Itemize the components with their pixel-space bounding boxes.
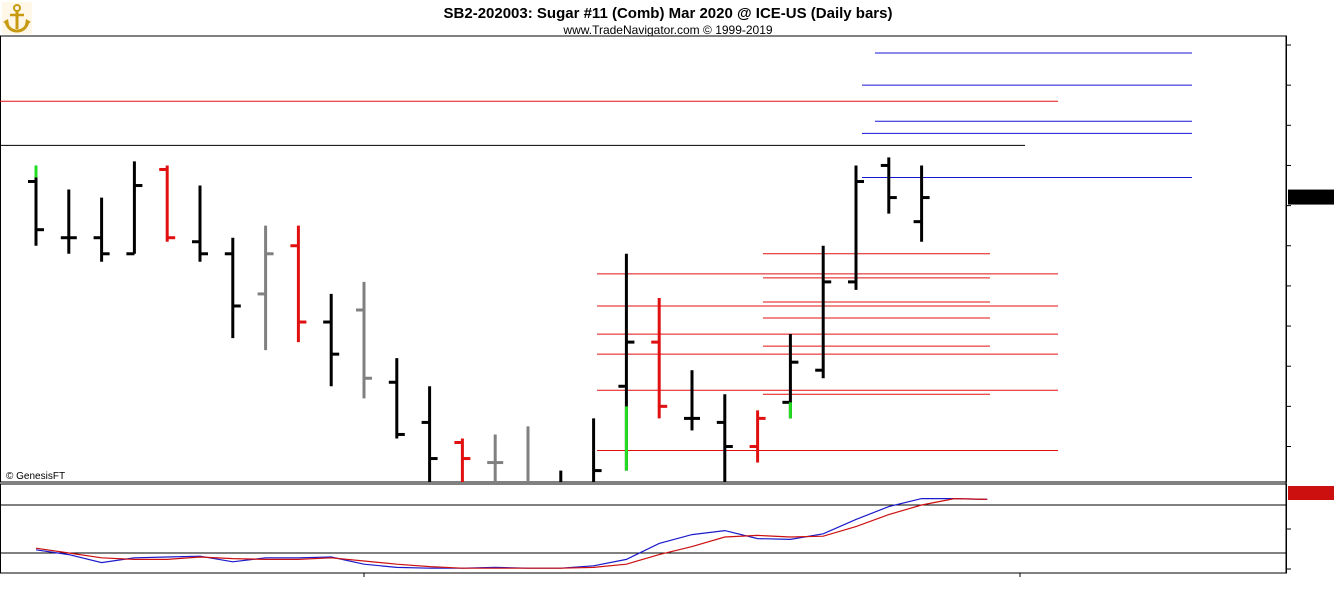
chart-title: SB2-202003: Sugar #11 (Comb) Mar 2020 @ … xyxy=(444,5,893,22)
ohlc-bar xyxy=(224,237,241,339)
stoch-last-badge xyxy=(1288,486,1334,500)
ohlc-bar xyxy=(848,165,864,290)
ohlc-bar xyxy=(618,253,635,471)
ohlc-bar xyxy=(192,185,208,262)
ohlc-bar xyxy=(356,281,372,399)
ohlc-bar xyxy=(559,470,563,482)
watermark: © GenesisFT xyxy=(6,471,65,482)
ohlc-bar xyxy=(126,161,143,256)
ohlc-bar xyxy=(454,438,471,482)
ohlc-bar xyxy=(388,358,405,439)
price-panel xyxy=(0,35,1287,483)
ohlc-bar xyxy=(749,410,766,463)
anchor-logo-icon xyxy=(2,2,32,34)
ohlc-bar xyxy=(487,434,504,482)
ohlc-bar xyxy=(716,394,733,482)
ohlc-bar xyxy=(28,165,44,246)
ohlc-bar xyxy=(93,197,110,262)
stochd-line xyxy=(35,497,988,569)
ohlc-bar xyxy=(257,225,274,351)
ohlc-bar xyxy=(782,334,799,419)
ohlc-bar xyxy=(526,426,530,482)
chart-subtitle: www.TradeNavigator.com © 1999-2019 xyxy=(562,23,772,37)
ohlc-bar xyxy=(880,157,897,214)
ohlc-bar xyxy=(592,418,602,482)
ohlc-bar xyxy=(684,370,700,431)
ohlc-bar xyxy=(421,386,438,482)
ohlc-bar xyxy=(815,245,832,379)
ohlc-bar xyxy=(651,297,668,419)
ohlc-bar xyxy=(913,165,930,242)
ohlc-bar xyxy=(60,189,77,254)
ohlc-bar xyxy=(290,225,307,343)
ohlc-bar xyxy=(159,165,176,242)
ohlc-bar xyxy=(323,293,340,387)
last-price-badge xyxy=(1288,189,1334,205)
